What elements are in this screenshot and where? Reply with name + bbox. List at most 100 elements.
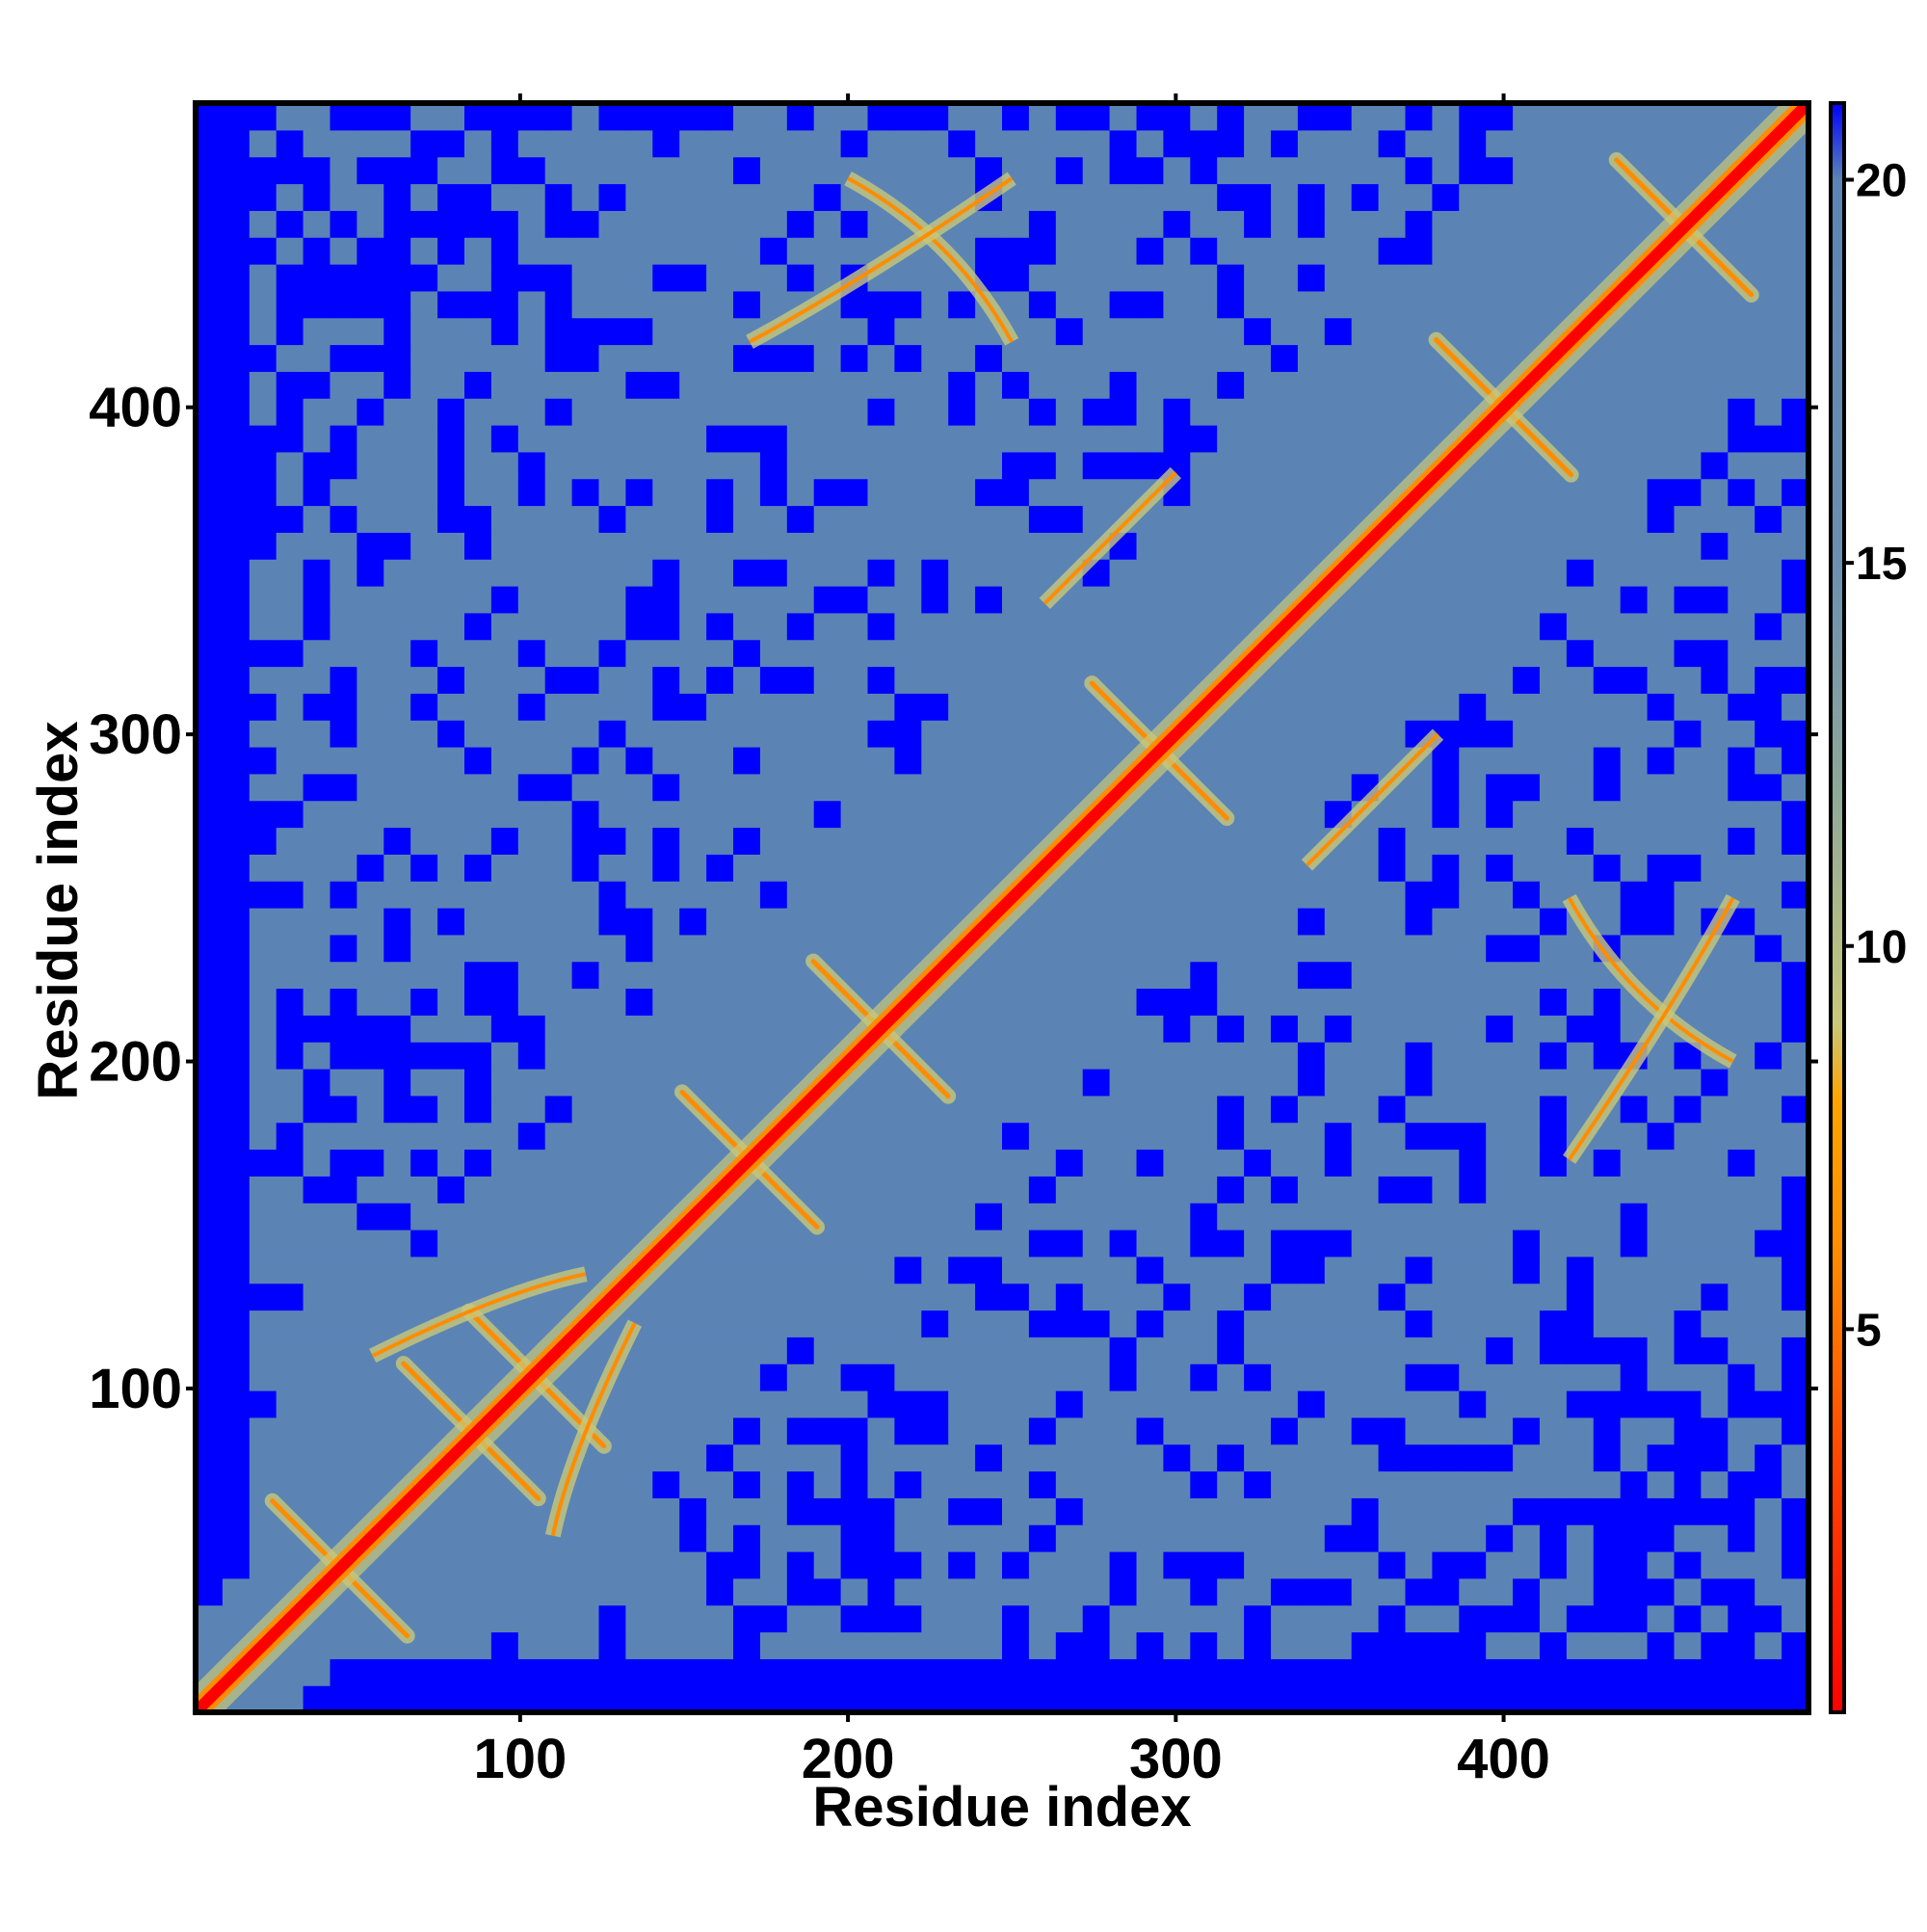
heatmap-cell: [490, 451, 519, 480]
heatmap-cell: [1002, 1042, 1030, 1070]
heatmap-cell: [1593, 1042, 1622, 1070]
heatmap-cell: [1593, 559, 1622, 587]
heatmap-cell: [1136, 1685, 1164, 1712]
heatmap-cell: [598, 1551, 626, 1579]
heatmap-cell: [652, 800, 680, 829]
heatmap-cell: [1028, 1685, 1057, 1712]
heatmap-cell: [921, 505, 949, 533]
heatmap-cell: [786, 1470, 815, 1498]
heatmap-cell: [1028, 559, 1057, 587]
heatmap-cell: [490, 1604, 519, 1633]
heatmap-cell: [921, 129, 949, 158]
heatmap-cell: [490, 237, 519, 265]
heatmap-cell: [1082, 1631, 1111, 1659]
heatmap-cell: [1271, 800, 1299, 829]
heatmap-cell: [1244, 1363, 1272, 1391]
heatmap-cell: [679, 881, 707, 909]
heatmap-cell: [1540, 1310, 1568, 1337]
heatmap-cell: [571, 747, 600, 775]
heatmap-cell: [1190, 1310, 1218, 1337]
heatmap-cell: [1674, 1524, 1702, 1552]
heatmap-cell: [867, 1470, 895, 1498]
heatmap-cell: [1109, 1658, 1138, 1686]
heatmap-cell: [894, 478, 922, 507]
heatmap-cell: [383, 934, 411, 963]
heatmap-cell: [464, 1015, 492, 1043]
heatmap-cell: [1593, 1176, 1622, 1204]
heatmap-cell: [196, 317, 224, 346]
heatmap-cell: [625, 1149, 653, 1177]
heatmap-cell: [1378, 1577, 1407, 1606]
heatmap-cell: [1513, 1230, 1541, 1257]
heatmap-cell: [1378, 1203, 1407, 1231]
heatmap-cell: [1082, 586, 1111, 614]
heatmap-cell: [1432, 1524, 1460, 1552]
heatmap-cell: [1728, 1149, 1755, 1177]
heatmap-cell: [1701, 612, 1729, 641]
heatmap-cell: [625, 1497, 653, 1525]
heatmap-cell: [222, 988, 251, 1016]
heatmap-cell: [598, 1604, 626, 1633]
heatmap-cell: [1755, 1149, 1782, 1177]
heatmap-cell: [437, 1122, 465, 1151]
heatmap-cell: [759, 237, 788, 265]
contact-arc-line: [371, 1272, 587, 1358]
heatmap-cell: [679, 908, 707, 936]
heatmap-cell: [1351, 398, 1380, 426]
heatmap-cell: [598, 612, 626, 641]
heatmap-cell: [840, 210, 869, 238]
heatmap-cell: [1378, 344, 1407, 372]
heatmap-cell: [706, 773, 734, 802]
heatmap-cell: [1217, 988, 1245, 1016]
heatmap-cell: [1028, 1416, 1057, 1445]
heatmap-cell: [464, 1363, 492, 1391]
heatmap-cell: [1351, 371, 1380, 399]
heatmap-cell: [356, 988, 384, 1016]
heatmap-cell: [733, 371, 761, 399]
heatmap-cell: [1271, 183, 1299, 211]
heatmap-cell: [786, 1283, 815, 1311]
heatmap-cell: [303, 586, 331, 614]
heatmap-cell: [1244, 129, 1272, 158]
heatmap-cell: [196, 505, 224, 533]
heatmap-cell: [706, 505, 734, 533]
heatmap-cell: [383, 559, 411, 587]
heatmap-cell: [1109, 1015, 1138, 1043]
heatmap-cell: [1028, 1283, 1057, 1311]
heatmap-cell: [894, 1203, 922, 1231]
heatmap-cell: [1028, 1443, 1057, 1472]
heatmap-cell: [921, 371, 949, 399]
heatmap-cell: [249, 425, 277, 453]
heatmap-cell: [544, 156, 573, 185]
heatmap-cell: [1002, 1443, 1030, 1472]
heatmap-cell: [733, 1470, 761, 1498]
heatmap-cell: [1728, 451, 1755, 480]
heatmap-cell: [1217, 934, 1245, 963]
heatmap-cell: [1755, 1604, 1782, 1633]
heatmap-cell: [1593, 1631, 1622, 1659]
heatmap-cell: [1055, 666, 1084, 694]
heatmap-cell: [249, 210, 277, 238]
heatmap-cell: [1244, 1658, 1272, 1686]
heatmap-cell: [1459, 1069, 1487, 1097]
heatmap-cell: [1782, 210, 1808, 238]
heatmap-cell: [303, 988, 331, 1016]
heatmap-cell: [464, 129, 492, 158]
colorbar-tick-label: 15: [1856, 539, 1907, 590]
heatmap-cell: [490, 961, 519, 990]
heatmap-cell: [1217, 612, 1245, 641]
heatmap-cell: [733, 1577, 761, 1606]
heatmap-cell: [276, 1176, 304, 1204]
heatmap-cell: [490, 1256, 519, 1284]
heatmap-cell: [948, 1256, 976, 1284]
heatmap-cell: [1782, 747, 1808, 775]
heatmap-cell: [706, 1310, 734, 1337]
heatmap-cell: [1432, 1283, 1460, 1311]
heatmap-cell: [1593, 478, 1622, 507]
heatmap-cell: [1244, 344, 1272, 372]
heatmap-cell: [975, 1095, 1003, 1124]
heatmap-cell: [1244, 1176, 1272, 1204]
heatmap-cell: [571, 425, 600, 453]
heatmap-cell: [894, 344, 922, 372]
